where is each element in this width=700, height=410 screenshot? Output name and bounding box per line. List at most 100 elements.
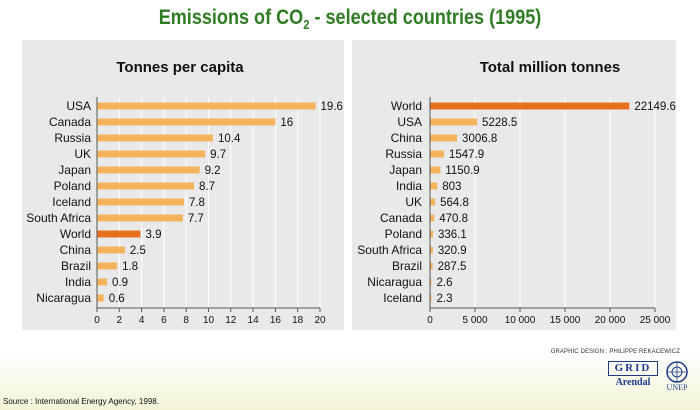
- total-value-label: 22149.6: [634, 101, 676, 113]
- graphic-design-credit: GRAPHIC DESIGN : PHILIPPE REKACEWICZ: [550, 349, 680, 355]
- per-capita-category-label: India: [65, 275, 91, 289]
- per-capita-tick-label: 20: [314, 315, 326, 326]
- total-bar: [430, 214, 435, 222]
- source-note: Source : International Energy Agency, 19…: [3, 397, 159, 406]
- per-capita-bar: [97, 134, 213, 142]
- per-capita-bar: [97, 230, 141, 238]
- per-capita-value-label: 7.8: [189, 197, 205, 209]
- per-capita-category-label: Iceland: [52, 195, 91, 209]
- total-category-label: Poland: [385, 227, 422, 241]
- total-category-label: China: [391, 131, 423, 145]
- per-capita-category-label: Russia: [54, 131, 91, 145]
- total-bar: [430, 102, 630, 110]
- per-capita-value-label: 8.7: [199, 181, 215, 193]
- total-value-label: 803: [442, 181, 461, 193]
- background-tint: [0, 355, 700, 410]
- total-category-label: UK: [405, 195, 422, 209]
- per-capita-tick-label: 14: [248, 315, 260, 326]
- total-bar: [430, 294, 432, 302]
- total-value-label: 336.1: [438, 229, 467, 241]
- per-capita-value-label: 7.7: [188, 213, 204, 225]
- total-bar: [430, 198, 436, 206]
- per-capita-value-label: 19.6: [321, 101, 343, 113]
- per-capita-value-label: 9.7: [210, 149, 226, 161]
- per-capita-category-label: South Africa: [26, 211, 91, 225]
- total-bar: [430, 134, 458, 142]
- per-capita-category-label: Poland: [54, 179, 91, 193]
- total-bar: [430, 118, 478, 126]
- total-category-label: Russia: [385, 147, 422, 161]
- per-capita-bar: [97, 294, 104, 302]
- total-bar: [430, 166, 441, 174]
- total-bar: [430, 182, 438, 190]
- total-value-label: 2.3: [437, 293, 453, 305]
- per-capita-category-label: World: [60, 227, 91, 241]
- total-bar: [430, 230, 434, 238]
- total-tick-label: 10 000: [505, 315, 536, 326]
- per-capita-value-label: 2.5: [130, 245, 146, 257]
- per-capita-tick-label: 10: [203, 315, 215, 326]
- total-value-label: 5228.5: [482, 117, 517, 129]
- total-value-label: 2.6: [437, 277, 453, 289]
- grid-arendal-logo: GRID Arendal: [608, 361, 658, 391]
- per-capita-category-label: UK: [74, 147, 91, 161]
- per-capita-category-label: Nicaragua: [36, 291, 91, 305]
- total-tick-label: 15 000: [550, 315, 581, 326]
- per-capita-tick-label: 12: [225, 315, 237, 326]
- arendal-logo-text: Arendal: [615, 377, 651, 388]
- per-capita-tick-label: 4: [139, 315, 145, 326]
- total-value-label: 287.5: [438, 261, 467, 273]
- total-category-label: USA: [397, 115, 422, 129]
- per-capita-value-label: 16: [280, 117, 293, 129]
- total-bar: [430, 278, 432, 286]
- total-category-label: India: [396, 179, 422, 193]
- total-value-label: 1547.9: [449, 149, 484, 161]
- per-capita-tick-label: 0: [94, 315, 100, 326]
- total-bar: [430, 262, 433, 270]
- per-capita-tick-label: 18: [292, 315, 304, 326]
- per-capita-value-label: 1.8: [122, 261, 138, 273]
- per-capita-category-label: Japan: [58, 163, 91, 177]
- per-capita-value-label: 0.6: [109, 293, 125, 305]
- per-capita-value-label: 3.9: [145, 229, 161, 241]
- per-capita-bar: [97, 262, 118, 270]
- total-value-label: 470.8: [439, 213, 468, 225]
- per-capita-value-label: 9.2: [205, 165, 221, 177]
- per-capita-bar: [97, 102, 316, 110]
- per-capita-category-label: Canada: [49, 115, 91, 129]
- per-capita-bar: [97, 182, 195, 190]
- per-capita-chart-title: Tonnes per capita: [116, 59, 244, 76]
- total-panel-background: [352, 40, 676, 330]
- total-value-label: 564.8: [440, 197, 469, 209]
- per-capita-bar: [97, 150, 206, 158]
- per-capita-bar: [97, 246, 125, 254]
- total-chart-title: Total million tonnes: [480, 59, 621, 76]
- page-title: Emissions of CO2 - selected countries (1…: [158, 6, 542, 33]
- total-tick-label: 20 000: [595, 315, 626, 326]
- total-category-label: Iceland: [383, 291, 422, 305]
- total-category-label: Brazil: [392, 259, 422, 273]
- per-capita-value-label: 0.9: [112, 277, 128, 289]
- total-category-label: Nicaragua: [367, 275, 422, 289]
- total-tick-label: 25 000: [640, 315, 671, 326]
- total-value-label: 320.9: [438, 245, 467, 257]
- total-tick-label: 5 000: [462, 315, 487, 326]
- per-capita-category-label: China: [60, 243, 92, 257]
- total-emissions-chart: Total million tonnes World 22149.6 USA 5228.…: [352, 40, 676, 330]
- total-category-label: South Africa: [357, 243, 422, 257]
- unep-emblem-icon: [666, 361, 688, 383]
- per-capita-bar: [97, 278, 108, 286]
- per-capita-bar: [97, 198, 184, 206]
- total-value-label: 1150.9: [445, 165, 479, 177]
- grid-logo-text: GRID: [608, 361, 658, 376]
- per-capita-bar: [97, 166, 200, 174]
- per-capita-tick-label: 6: [161, 315, 167, 326]
- total-value-label: 3006.8: [462, 133, 497, 145]
- per-capita-bar: [97, 214, 183, 222]
- total-bar: [430, 246, 433, 254]
- total-category-label: Japan: [389, 163, 422, 177]
- per-capita-category-label: USA: [66, 99, 91, 113]
- unep-logo: UNEP: [662, 360, 692, 394]
- total-bar: [430, 150, 444, 158]
- per-capita-tick-label: 16: [270, 315, 282, 326]
